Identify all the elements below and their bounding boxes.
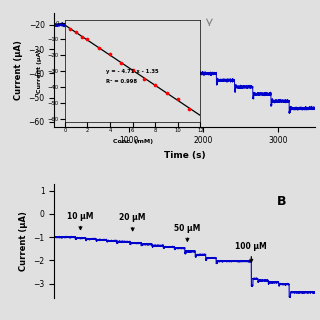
Y-axis label: Current (μA): Current (μA): [14, 40, 23, 100]
Text: 20 μM: 20 μM: [119, 213, 146, 231]
Text: 100 μM: 100 μM: [236, 242, 267, 262]
Text: 10 μM: 10 μM: [67, 212, 94, 229]
Text: 50 μM: 50 μM: [174, 223, 201, 241]
Text: B: B: [276, 195, 286, 208]
Y-axis label: Current (μA): Current (μA): [19, 211, 28, 271]
X-axis label: Time (s): Time (s): [164, 151, 206, 160]
